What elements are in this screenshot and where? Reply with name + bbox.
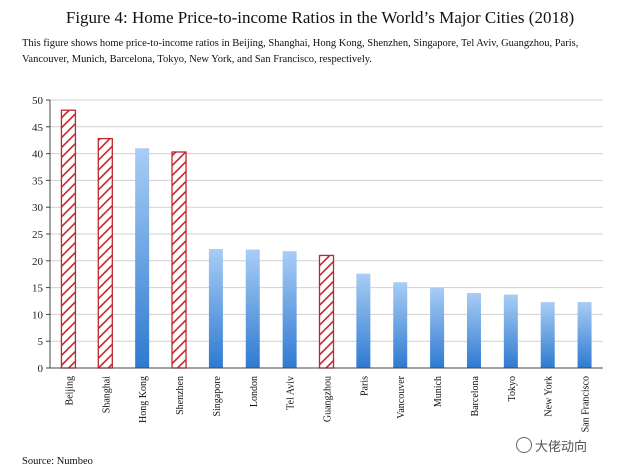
bar-tel-aviv [282,251,297,368]
bar-guangzhou [318,254,335,369]
x-tick-label: New York [544,376,555,417]
bar-paris [356,273,371,368]
x-tick-label: Guangzhou [323,376,334,422]
axes [49,100,603,369]
watermark: 大佬动向 [516,436,587,455]
bar-munich [430,287,445,368]
bar-beijing [60,109,77,369]
figure-description: This figure shows home price-to-income r… [22,38,579,65]
y-tick-label: 35 [32,175,44,187]
bar-new-york [540,302,555,368]
x-tick-label: Paris [359,376,370,396]
bar-tokyo [503,294,518,368]
x-tick-label: Shanghai [101,376,112,413]
y-tick-label: 50 [32,95,44,107]
y-tick-label: 25 [32,229,44,241]
y-tick-label: 30 [32,202,44,214]
bar-shanghai [97,137,113,369]
bar-san-francisco [577,302,592,368]
x-axis-category-labels: Beijing Shanghai Hong Kong Shenzhen Singapor… [64,375,591,432]
bar-hong-kong [135,148,150,368]
y-tick-label: 0 [38,363,44,375]
y-tick-label: 40 [32,149,44,161]
bars [60,109,592,369]
x-tick-label: Shenzhen [175,376,186,415]
x-tick-label: Hong Kong [138,376,149,423]
wechat-icon [516,437,532,453]
bar-london [245,249,260,368]
y-tick-label: 5 [38,336,44,348]
figure-title: Figure 4: Home Price-to-income Ratios in… [65,8,575,27]
bar-barcelona [466,292,481,368]
x-tick-label: Vancouver [396,375,407,418]
x-tick-label: Beijing [64,376,75,405]
y-tick-label: 10 [32,309,44,321]
y-tick-label: 45 [32,122,44,134]
x-tick-label: London [249,376,260,407]
x-tick-label: Tel Aviv [286,376,297,410]
bar-vancouver [393,282,408,368]
x-tick-label: Singapore [212,375,223,416]
x-tick-label: Tokyo [507,376,518,401]
watermark-text: 大佬动向 [535,440,588,455]
x-tick-label: Barcelona [470,375,481,416]
bar-singapore [208,249,223,368]
x-tick-label: Munich [433,376,444,407]
y-tick-label: 20 [32,256,44,268]
y-axis-tick-labels: 0 5 10 15 20 25 30 35 40 45 50 [32,95,44,375]
x-tick-label: San Francisco [581,376,592,432]
y-tick-label: 15 [32,283,44,295]
source-note: Source: Numbeo [22,456,93,467]
bar-shenzhen [171,151,187,369]
